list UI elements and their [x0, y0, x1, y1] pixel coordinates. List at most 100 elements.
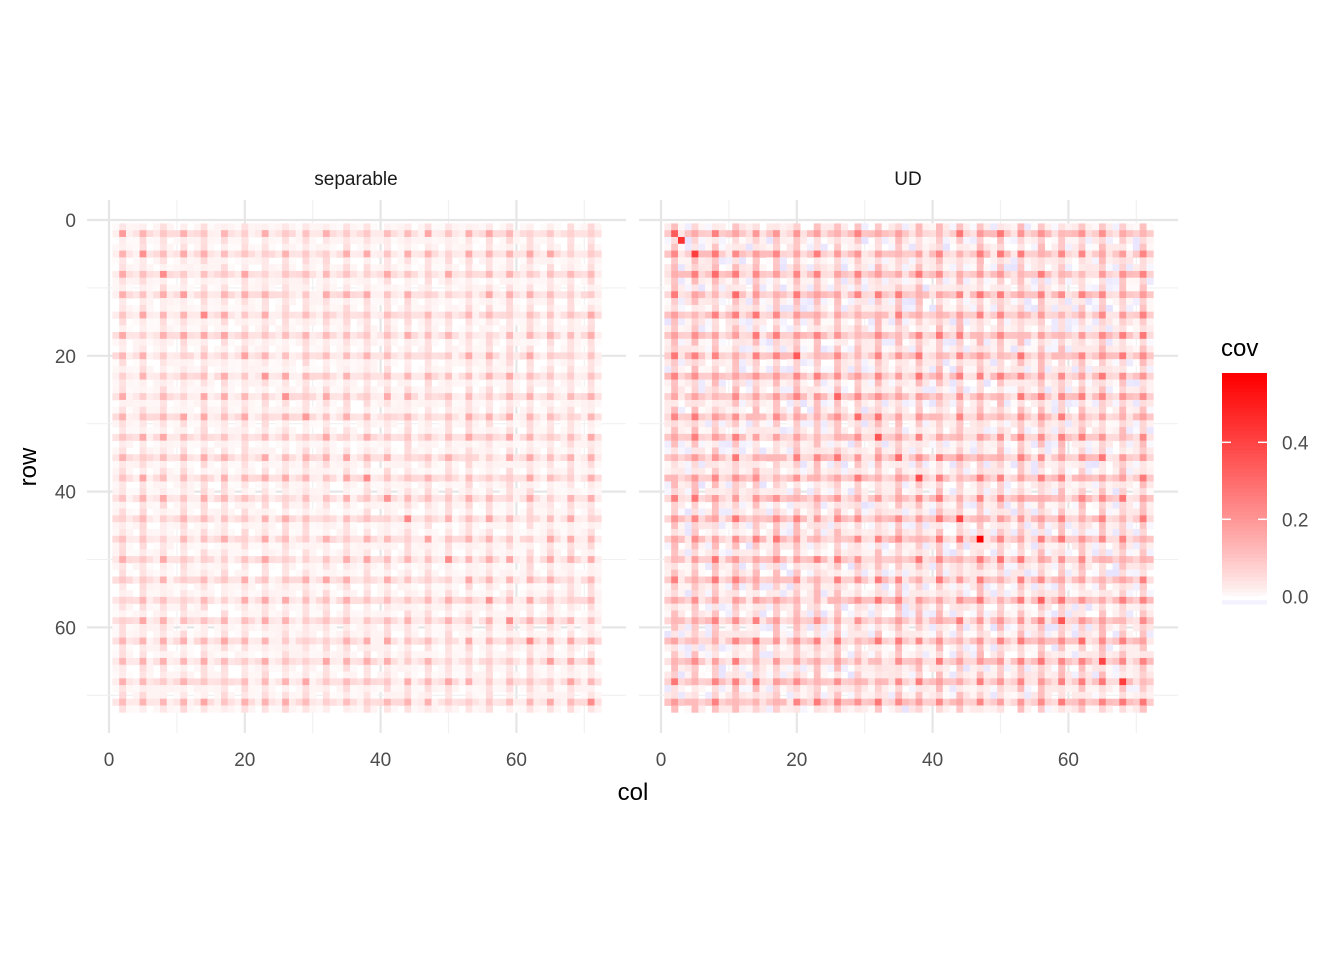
heatmap-cell: [397, 617, 405, 625]
heatmap-cell: [153, 284, 161, 292]
heatmap-cell: [533, 637, 541, 645]
heatmap-cell: [350, 542, 358, 550]
heatmap-cell: [560, 596, 568, 605]
heatmap-cell: [506, 318, 514, 326]
heatmap-cell: [458, 447, 466, 455]
heatmap-cell: [288, 671, 297, 679]
heatmap-cell: [125, 596, 134, 605]
heatmap-cell: [309, 522, 317, 530]
heatmap-cell: [560, 420, 568, 428]
heatmap-cell: [553, 332, 561, 340]
heatmap-cell: [526, 508, 534, 516]
heatmap-cell: [840, 236, 849, 245]
heatmap-cell: [445, 556, 453, 564]
heatmap-cell: [132, 223, 140, 231]
heatmap-cell: [309, 542, 317, 550]
heatmap-cell: [173, 270, 181, 279]
heatmap-cell: [139, 230, 147, 238]
heatmap-cell: [458, 338, 466, 347]
heatmap-cell: [187, 311, 195, 319]
heatmap-cell: [725, 257, 733, 265]
heatmap-cell: [384, 488, 392, 496]
heatmap-cell: [221, 562, 229, 571]
heatmap-cell: [976, 243, 984, 251]
heatmap-cell: [214, 325, 222, 333]
heatmap-cell: [718, 236, 726, 245]
heatmap-cell: [915, 236, 923, 245]
heatmap-cell: [404, 664, 412, 672]
heatmap-cell: [329, 440, 337, 448]
heatmap-cell: [404, 549, 412, 557]
heatmap-cell: [309, 657, 317, 666]
heatmap-cell: [580, 474, 589, 482]
heatmap-cell: [119, 522, 127, 530]
heatmap-cell: [329, 535, 337, 543]
heatmap-cell: [159, 467, 168, 476]
heatmap-cell: [295, 230, 303, 238]
heatmap-cell: [546, 454, 555, 462]
heatmap-cell: [397, 698, 405, 706]
heatmap-cell: [132, 610, 140, 618]
heatmap-cell: [553, 603, 561, 611]
heatmap-cell: [200, 474, 208, 482]
heatmap-cell: [963, 230, 971, 238]
heatmap-cell: [153, 488, 161, 496]
heatmap-cell: [370, 284, 378, 292]
heatmap-cell: [227, 657, 236, 666]
heatmap-cell: [282, 264, 290, 272]
heatmap-cell: [309, 617, 317, 625]
heatmap-cell: [309, 474, 317, 482]
heatmap-cell: [234, 685, 242, 693]
heatmap-cell: [309, 508, 317, 516]
heatmap-cell: [139, 257, 147, 265]
heatmap-cell: [302, 325, 310, 333]
heatmap-cell: [363, 488, 371, 496]
heatmap-cell: [363, 705, 371, 713]
heatmap-cell: [485, 508, 494, 516]
heatmap-cell: [343, 678, 351, 686]
heatmap-cell: [322, 399, 331, 408]
heatmap-cell: [451, 474, 460, 482]
heatmap-cell: [417, 386, 426, 394]
heatmap-cell: [241, 243, 249, 251]
heatmap-cell: [506, 596, 514, 605]
heatmap-cell: [560, 365, 568, 374]
heatmap-cell: [350, 298, 358, 306]
heatmap-cell: [513, 671, 521, 679]
heatmap-cell: [193, 691, 202, 700]
heatmap-cell: [356, 291, 365, 299]
heatmap-cell: [546, 440, 555, 448]
heatmap-cell: [336, 630, 344, 638]
heatmap-cell: [513, 678, 521, 686]
heatmap-cell: [390, 515, 398, 523]
heatmap-cell: [1126, 264, 1134, 272]
heatmap-cell: [438, 386, 446, 394]
heatmap-cell: [411, 685, 419, 693]
heatmap-cell: [146, 230, 154, 238]
heatmap-cell: [248, 624, 256, 632]
heatmap-cell: [336, 304, 344, 313]
heatmap-cell: [227, 624, 236, 632]
heatmap-cell: [302, 644, 310, 652]
heatmap-cell: [316, 250, 324, 258]
heatmap-cell: [404, 603, 412, 611]
heatmap-cell: [309, 590, 317, 598]
heatmap-cell: [587, 569, 595, 577]
heatmap-cell: [404, 406, 412, 414]
heatmap-cell: [888, 236, 896, 245]
heatmap-cell: [187, 678, 195, 686]
heatmap-cell: [125, 569, 134, 577]
heatmap-cell: [485, 352, 494, 360]
heatmap-cell: [424, 678, 432, 686]
heatmap-cell: [424, 230, 432, 238]
heatmap-cell: [519, 393, 527, 401]
heatmap-cell: [180, 413, 188, 421]
heatmap-cell: [526, 685, 534, 693]
heatmap-cell: [377, 488, 385, 496]
heatmap-cell: [343, 359, 351, 367]
heatmap-cell: [282, 352, 290, 360]
heatmap-cell: [159, 630, 168, 638]
heatmap-cell: [254, 304, 263, 313]
heatmap-cell: [322, 461, 331, 469]
heatmap-cell: [350, 223, 358, 231]
